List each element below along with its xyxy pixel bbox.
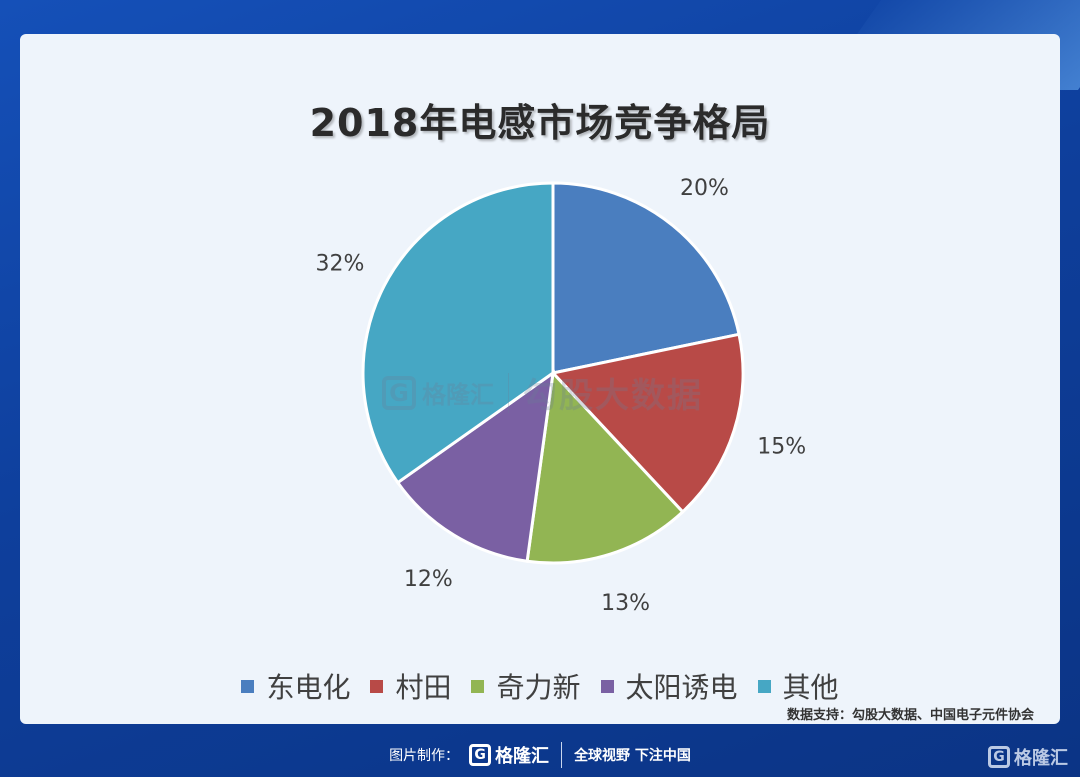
data-source: 数据支持：勾股大数据、中国电子元件协会 (786, 708, 1034, 723)
slice-label-2: 15% (757, 435, 806, 460)
pie-slice-5 (361, 181, 555, 485)
legend-swatch-1 (241, 679, 255, 693)
legend-item-3: 奇力新 (471, 666, 581, 706)
footer-slogan: 全球视野 下注中国 (574, 748, 691, 764)
corner-logo-icon: G (988, 746, 1010, 768)
legend-label-1: 东电化 (266, 671, 351, 704)
footer-logo-icon: G (469, 744, 492, 766)
footer: 图片制作： G 格隆汇 全球视野 下注中国 (0, 738, 1080, 772)
footer-divider (561, 742, 563, 768)
pie-chart: 20% 15% 13% 12% 32% (315, 176, 806, 616)
slice-label-3: 13% (601, 591, 650, 616)
legend-swatch-3 (471, 679, 485, 693)
legend-item-1: 东电化 (241, 666, 350, 706)
slice-label-4: 12% (404, 567, 453, 592)
legend-label-5: 其他 (782, 671, 839, 704)
chart-legend: 东电化 村田 奇力新 太阳诱电 其他 (20, 666, 1060, 706)
legend-label-4: 太阳诱电 (625, 671, 738, 704)
chart-title: 2018年电感市场竞争格局 (309, 101, 771, 145)
legend-item-4: 太阳诱电 (600, 666, 738, 706)
pie-slice-3 (525, 369, 685, 565)
footer-label: 图片制作： (389, 748, 460, 764)
legend-label-2: 村田 (395, 671, 452, 704)
legend-item-5: 其他 (757, 666, 839, 706)
slice-label-1: 20% (680, 176, 729, 201)
slice-label-5: 32% (315, 252, 364, 277)
pie-slice-4 (395, 369, 555, 563)
chart-card: 2018年电感市场竞争格局 20% 15% 13% 12% 32% G 格隆汇 勾股大数… (20, 34, 1060, 724)
legend-swatch-4 (600, 679, 614, 693)
footer-brand: 格隆汇 (495, 746, 550, 767)
legend-label-3: 奇力新 (496, 671, 581, 704)
legend-item-2: 村田 (370, 666, 451, 706)
legend-swatch-5 (757, 679, 771, 693)
pie-slice-2 (550, 332, 745, 514)
corner-logo: G 格隆汇 (988, 744, 1068, 770)
pie-slice-1 (551, 181, 741, 375)
corner-brand: 格隆汇 (1014, 748, 1068, 769)
legend-swatch-2 (370, 679, 384, 693)
